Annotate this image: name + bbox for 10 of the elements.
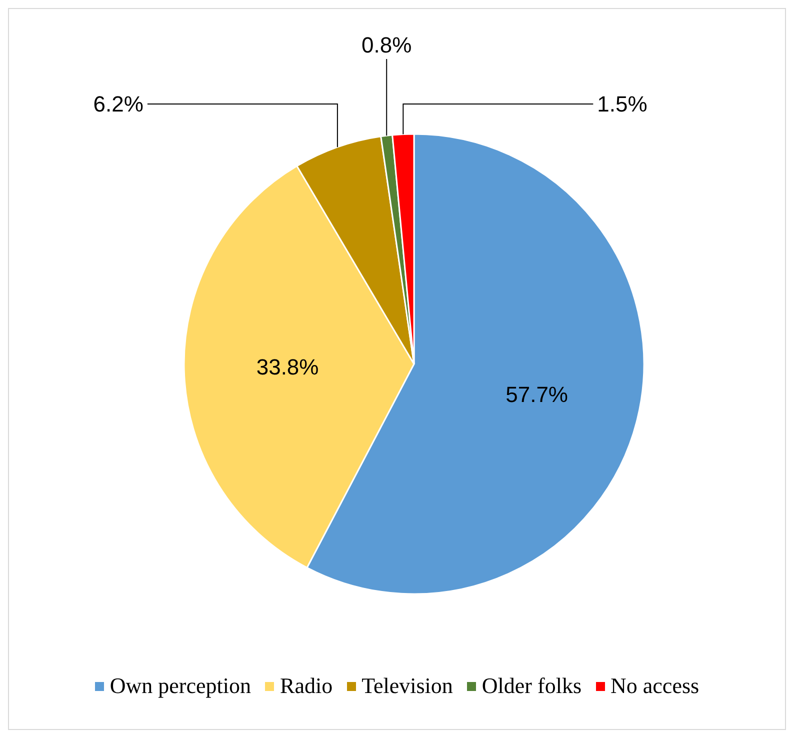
data-label: 1.5% <box>597 92 648 116</box>
legend-label: Radio <box>280 673 333 699</box>
data-label: 33.8% <box>256 354 319 380</box>
legend-label: No access <box>610 673 700 699</box>
data-label: 6.2% <box>93 92 144 116</box>
legend-label: Own perception <box>110 673 252 699</box>
data-label: 57.7% <box>506 382 568 407</box>
data-label: 0.8% <box>362 32 412 58</box>
legend-label: Television <box>362 673 453 699</box>
legend-label: Older folks <box>482 673 582 699</box>
